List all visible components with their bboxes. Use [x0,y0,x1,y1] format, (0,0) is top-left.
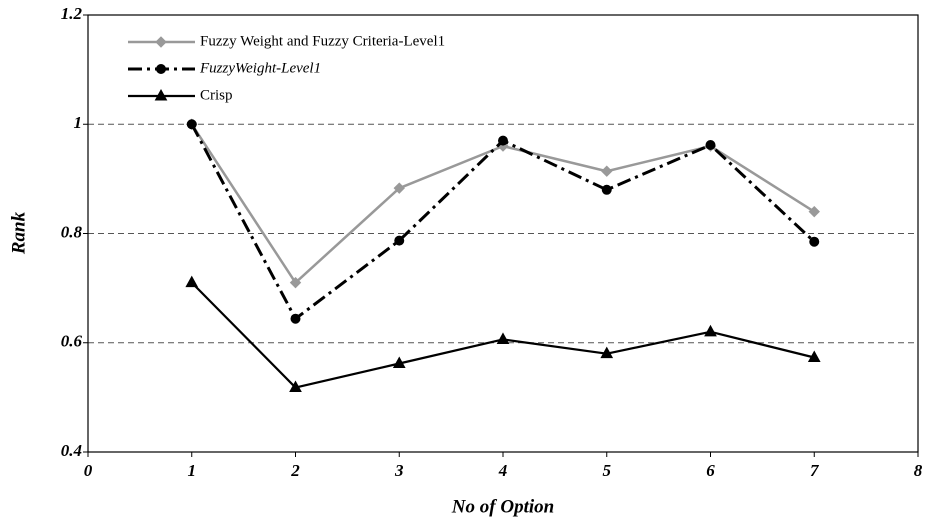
data-point [289,276,302,289]
x-tick-label: 0 [84,461,93,480]
plot-frame [87,14,919,453]
x-tick-label: 4 [498,461,508,480]
legend-label: Fuzzy Weight and Fuzzy Criteria-Level1 [200,33,445,49]
x-tick-label: 3 [394,461,404,480]
data-point [498,135,508,146]
x-tick-label: 1 [188,461,197,480]
data-point [394,235,405,246]
y-tick-label: 1 [74,113,83,132]
data-point [704,324,717,337]
legend-marker [154,88,168,101]
y-tick-label: 0.6 [61,332,83,351]
data-point [808,205,820,218]
x-tick-label: 7 [810,461,820,480]
legend-marker [156,64,166,74]
data-point [705,140,716,151]
data-point [601,165,613,177]
y-tick-label: 0.4 [61,441,82,460]
data-point [393,182,405,194]
data-point [392,356,406,369]
y-axis-label: Rank [8,211,29,255]
x-tick-label: 8 [914,461,923,480]
series-line [190,123,816,321]
data-point [496,332,510,344]
x-tick-label: 2 [290,461,300,480]
data-point [601,184,612,195]
legend-marker [155,36,167,48]
data-point [185,275,199,288]
data-point [290,313,301,324]
legend-label: FuzzyWeight-Level1 [199,60,321,76]
x-tick-label: 6 [706,461,715,480]
y-tick-label: 0.8 [61,222,83,241]
data-point [807,350,821,362]
data-point [186,119,197,130]
data-point [809,236,820,247]
x-tick-label: 5 [603,461,612,480]
legend-label: Crisp [200,87,233,103]
data-point [289,380,302,393]
y-tick-label: 1.2 [61,4,83,23]
data-point [600,346,614,359]
x-axis-label: No of Option [451,496,554,517]
